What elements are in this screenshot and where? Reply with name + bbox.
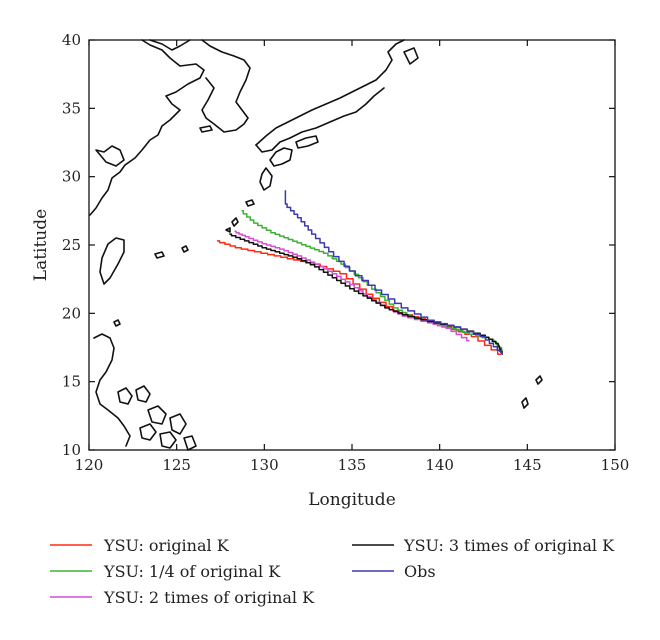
x-tick-label: 135 xyxy=(338,456,367,474)
x-tick-label: 140 xyxy=(425,456,454,474)
x-tick-label: 130 xyxy=(250,456,279,474)
legend-label-obs: Obs xyxy=(404,562,436,581)
y-tick-label: 15 xyxy=(62,373,81,391)
plot-frame xyxy=(88,39,616,451)
x-axis-label: Longitude xyxy=(308,490,396,510)
track-ysu-quarter xyxy=(241,210,503,351)
y-tick-label: 30 xyxy=(62,168,81,186)
y-tick-label: 40 xyxy=(62,31,81,49)
y-tick-label: 35 xyxy=(62,99,81,117)
legend-label-ysu-original: YSU: original K xyxy=(103,536,230,555)
track-ysu-original xyxy=(217,240,501,356)
y-tick-labels: 10 15 20 25 30 35 40 xyxy=(62,31,81,459)
axis-ticks xyxy=(88,39,616,451)
y-axis-label: Latitude xyxy=(31,209,51,281)
x-tick-label: 150 xyxy=(601,456,630,474)
track-series xyxy=(217,190,504,356)
legend: YSU: original K YSU: 1/4 of original K Y… xyxy=(50,536,615,607)
legend-label-ysu-quarter: YSU: 1/4 of original K xyxy=(103,562,281,581)
track-ysu-2x xyxy=(234,230,470,342)
track-obs xyxy=(284,190,504,356)
y-tick-label: 25 xyxy=(62,236,81,254)
coastline-map xyxy=(89,39,543,451)
x-tick-labels: 120 125 130 135 140 145 150 xyxy=(75,456,630,474)
y-tick-label: 10 xyxy=(62,441,81,459)
legend-label-ysu-3x: YSU: 3 times of original K xyxy=(403,536,615,555)
y-tick-label: 20 xyxy=(62,304,81,322)
x-tick-label: 145 xyxy=(513,456,542,474)
legend-label-ysu-2x: YSU: 2 times of original K xyxy=(103,588,315,607)
x-tick-label: 125 xyxy=(162,456,191,474)
x-tick-label: 120 xyxy=(75,456,104,474)
